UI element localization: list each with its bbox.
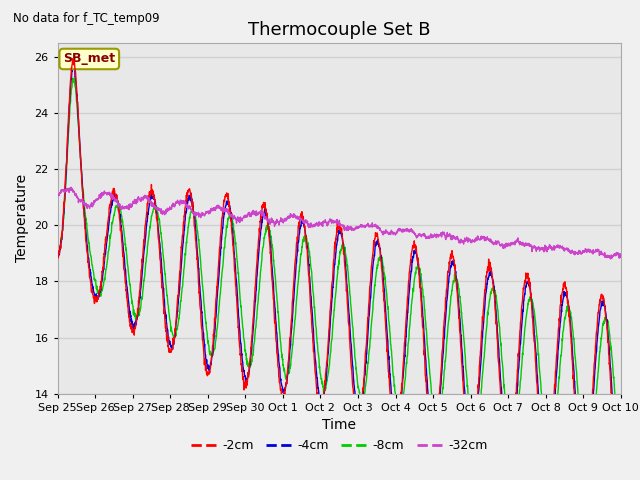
Y-axis label: Temperature: Temperature (15, 174, 29, 263)
Title: Thermocouple Set B: Thermocouple Set B (248, 21, 431, 39)
X-axis label: Time: Time (322, 418, 356, 432)
Text: No data for f_TC_temp09: No data for f_TC_temp09 (13, 12, 159, 25)
Text: SB_met: SB_met (63, 52, 115, 65)
Legend: -2cm, -4cm, -8cm, -32cm: -2cm, -4cm, -8cm, -32cm (186, 434, 492, 457)
